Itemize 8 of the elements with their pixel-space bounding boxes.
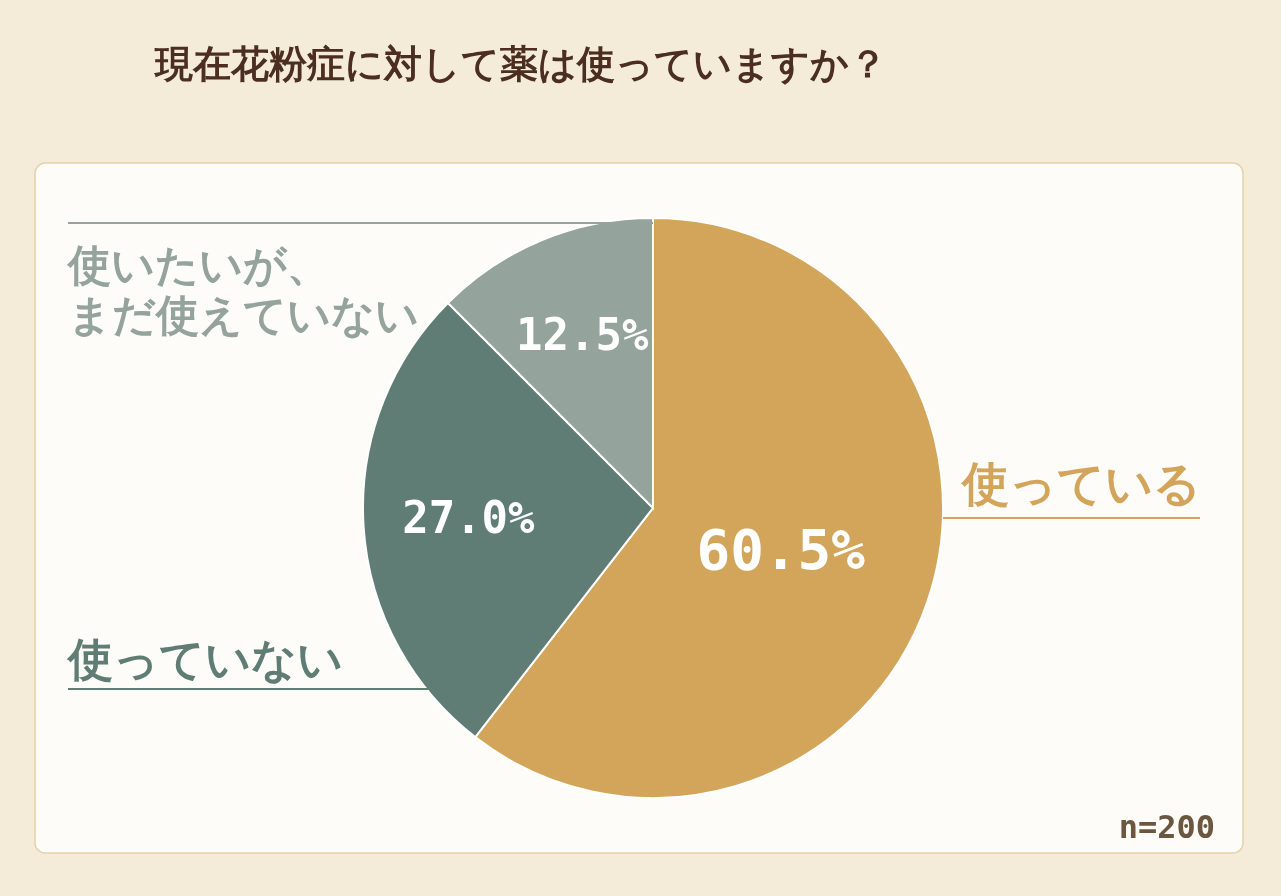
text: n=200	[1118, 808, 1215, 846]
chart-title: 現在花粉症に対して薬は使っていますか？	[153, 42, 887, 86]
slice-label: 使いたいが、まだ使えていない	[66, 240, 419, 340]
data-label: 60.5%	[696, 516, 866, 582]
slice-label: 使っている	[960, 456, 1201, 511]
data-label: 12.5%	[515, 309, 649, 361]
slice-label: 使っていない	[66, 633, 343, 686]
data-label: 27.0%	[402, 491, 536, 543]
